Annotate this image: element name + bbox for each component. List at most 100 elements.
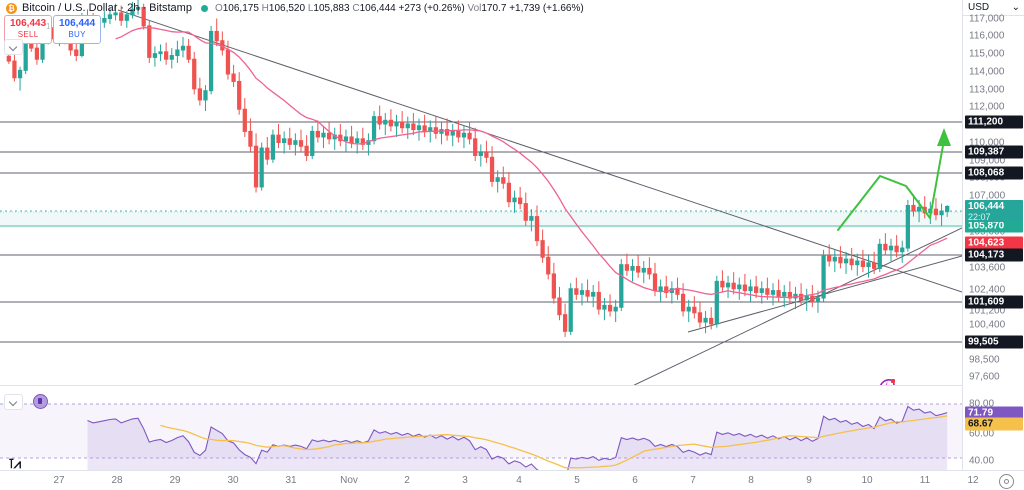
candle-body	[164, 51, 169, 60]
candle-body	[388, 119, 394, 127]
price-level-label[interactable]: 99,505	[965, 335, 1023, 349]
chart-legend[interactable]: ₿ Bitcoin / U.S. Dollar · 2h · Bitstamp …	[6, 2, 584, 14]
candle-body	[473, 138, 478, 156]
price-level-label[interactable]: 105,870	[965, 219, 1023, 233]
candle-body	[821, 254, 826, 299]
candle-body	[495, 177, 500, 182]
high-key: H	[261, 2, 269, 14]
candle-body	[798, 293, 804, 301]
candle-body	[894, 245, 899, 253]
price-tick: 100,400	[969, 319, 1006, 331]
time-tick: 2	[404, 475, 410, 486]
ohlc-values: O106,175 H106,520 L105,883 C106,444 +273…	[215, 3, 584, 14]
candle-body	[652, 273, 658, 292]
ai-sparkle-marker[interactable]	[876, 375, 898, 385]
open-key: O	[214, 2, 223, 14]
price-tick: 113,000	[969, 84, 1005, 96]
rsi-tick: 80.00	[969, 398, 995, 410]
candle-body	[579, 290, 585, 295]
bitcoin-icon: ₿	[6, 2, 17, 14]
candle-body	[282, 138, 287, 144]
candle-body	[754, 286, 759, 293]
rsi-line	[87, 405, 948, 470]
candle-body	[905, 204, 910, 249]
price-tick: 109,000	[969, 155, 1006, 167]
candle-body	[742, 284, 748, 292]
buy-price: 106,444	[59, 18, 96, 29]
candle-body	[12, 60, 17, 79]
chevron-down-icon[interactable]: ⌄	[1011, 2, 1020, 13]
candle-body	[113, 12, 118, 16]
price-level-label[interactable]: 104,173	[965, 248, 1023, 262]
rsi-value-label[interactable]: 68.67	[965, 417, 1023, 431]
buy-button[interactable]: 106,444 BUY	[53, 15, 102, 44]
candle-body	[939, 210, 944, 216]
time-tick: 6	[632, 475, 638, 486]
candle-body	[872, 262, 877, 269]
currency-label: USD	[968, 2, 990, 13]
candle-body	[467, 132, 472, 140]
symbol-title[interactable]: Bitcoin / U.S. Dollar · 2h · Bitstamp	[22, 2, 192, 14]
price-pane[interactable]	[0, 0, 962, 385]
ascending-support-trendline[interactable]	[624, 227, 962, 385]
time-tick: 27	[53, 475, 65, 486]
candle-body	[107, 14, 113, 20]
time-tick: 12	[967, 475, 979, 486]
candle-body	[29, 43, 34, 49]
candle-body	[827, 254, 832, 262]
rsi-pane[interactable]	[0, 386, 962, 470]
price-chart-svg[interactable]	[0, 0, 962, 385]
time-tick: 29	[169, 475, 181, 486]
candle-body	[607, 304, 613, 312]
gear-icon[interactable]	[999, 474, 1014, 489]
price-level-label[interactable]: 108,068	[965, 166, 1023, 180]
rsi-chart-svg[interactable]	[0, 386, 962, 470]
price-axis[interactable]: USD ⌄ 117,000 116,000 115,000 114,000 113,00…	[962, 0, 1024, 470]
descending-resistance-trendline[interactable]	[117, 9, 962, 293]
candle-body	[152, 53, 158, 58]
candle-body	[551, 273, 556, 299]
candle-body	[855, 260, 860, 266]
collapse-pane-main-chevron-down-icon[interactable]	[4, 39, 23, 55]
candle-body	[630, 266, 635, 271]
candle-body	[748, 286, 753, 292]
candle-body	[23, 43, 28, 71]
price-level-label[interactable]: 109,387	[965, 145, 1023, 159]
candle-body	[192, 58, 197, 90]
price-level-label[interactable]: 111,200	[965, 115, 1023, 129]
candle-body	[355, 138, 360, 144]
candle-body	[647, 267, 652, 275]
candle-body	[130, 8, 135, 16]
close-key: C	[352, 2, 360, 14]
horizontal-levels[interactable]	[0, 121, 962, 343]
high-value: 106,520	[268, 2, 306, 14]
buy-label: BUY	[68, 30, 86, 39]
candle-body	[298, 140, 304, 147]
current-price-label[interactable]: 106,444 22:07	[965, 200, 1023, 222]
price-level-label[interactable]: 101,609	[965, 295, 1023, 309]
candle-body	[911, 204, 916, 212]
candle-body	[877, 243, 882, 269]
rsi-indicator-icon[interactable]	[33, 394, 48, 409]
rsi-band	[0, 404, 962, 458]
candle-body	[478, 151, 483, 156]
candle-body	[225, 49, 231, 75]
collapse-pane-rsi-chevron-down-icon[interactable]	[4, 394, 23, 410]
rsi-value-label[interactable]: 71.79	[965, 406, 1023, 420]
candle-body	[720, 280, 725, 288]
candle-body	[838, 256, 843, 264]
price-tick: 103,600	[969, 262, 1006, 274]
time-axis[interactable]: 27 28 29 30 31 Nov 2 3 4 5 6 7 8 9 10 11 12	[0, 470, 1024, 490]
candle-body	[349, 136, 354, 144]
candle-body	[658, 286, 663, 292]
candle-body	[371, 116, 377, 142]
candle-body	[574, 288, 579, 295]
price-level-label[interactable]: 104,623	[965, 236, 1023, 250]
bar-countdown: 22:07	[968, 212, 991, 222]
time-tick: 11	[919, 475, 931, 486]
bullish-projection-arrow[interactable]	[837, 128, 951, 231]
time-tick: 4	[516, 475, 522, 486]
candle-body	[270, 134, 276, 160]
candle-body	[315, 130, 320, 138]
